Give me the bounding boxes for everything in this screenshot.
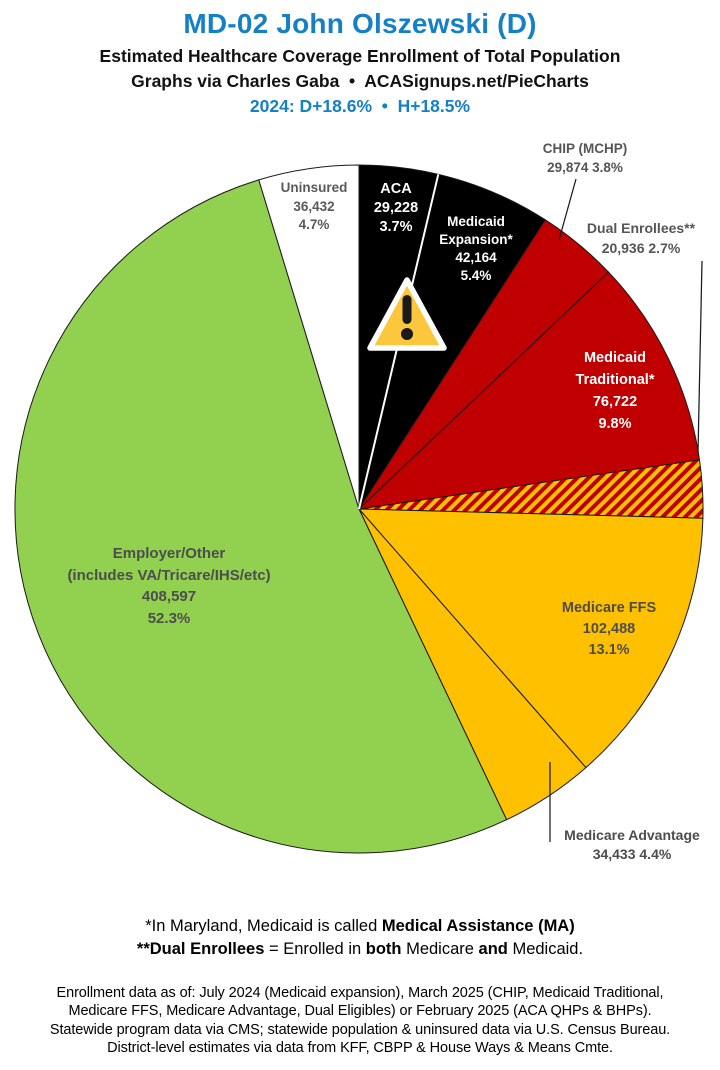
data-source-line2: Medicare FFS, Medicare Advantage, Dual E… [68, 1003, 652, 1020]
label-medicare-ffs-pct: 13.1% [588, 642, 630, 658]
label-medicaid-traditional-line1: Medicaid [583, 350, 647, 366]
data-source-line4: District-level estimates via data from K… [107, 1039, 613, 1056]
label-aca: ACA 29,228 3.7% [350, 180, 442, 237]
label-medicaid-traditional: Medicaid Traditional* 76,722 9.8% [549, 347, 681, 435]
chip-leader-line [558, 178, 577, 241]
warning-exclamation-bar [402, 295, 412, 324]
label-medicaid-expansion-line2: Expansion* [439, 232, 513, 247]
label-medicare-advantage: Medicare Advantage 34,433 4.4% [548, 826, 716, 864]
pie-slice-uninsured [258, 164, 360, 510]
chart-subtitle: Estimated Healthcare Coverage Enrollment… [99, 46, 621, 66]
label-uninsured-value: 36,432 [293, 198, 335, 214]
pie-slice-employer-other [14, 179, 508, 854]
dual-enrollees-leader-line [697, 260, 703, 454]
label-chip-name: CHIP (MCHP) [542, 141, 628, 156]
label-dual-enrollees-name: Dual Enrollees** [586, 220, 696, 236]
page-title: MD-02 John Olszewski (D) [183, 8, 537, 39]
label-medicaid-expansion-line1: Medicaid [447, 214, 505, 229]
label-medicare-ffs-name: Medicare FFS [561, 600, 657, 616]
label-medicare-ffs-value: 102,488 [582, 621, 636, 637]
warning-triangle-icon [367, 277, 447, 351]
label-medicaid-traditional-pct: 9.8% [598, 416, 632, 432]
label-medicare-advantage-value-pct: 34,433 4.4% [592, 846, 672, 862]
label-aca-name: ACA [380, 181, 412, 197]
label-medicaid-expansion-value: 42,164 [455, 250, 497, 265]
label-chip-value-pct: 29,874 3.8% [547, 159, 623, 175]
pie-slice-medicaid-traditional [357, 271, 701, 510]
label-aca-value: 29,228 [373, 200, 419, 216]
warning-exclamation-dot [401, 328, 413, 340]
label-medicaid-expansion: Medicaid Expansion* 42,164 5.4% [422, 213, 530, 285]
label-medicaid-expansion-pct: 5.4% [460, 268, 492, 283]
pie-slice-medicare-ffs [357, 508, 704, 769]
label-medicaid-traditional-line2: Traditional* [575, 372, 655, 388]
label-dual-enrollees-value-pct: 20,936 2.7% [601, 240, 681, 256]
label-employer-other-pct: 52.3% [147, 609, 191, 627]
label-uninsured: Uninsured 36,432 4.7% [250, 179, 378, 235]
pie-slices-group [14, 164, 704, 854]
label-aca-pct: 3.7% [379, 219, 413, 235]
label-uninsured-name: Uninsured [280, 180, 348, 195]
footnote-line2: **Dual Enrollees = Enrolled in both Medi… [136, 939, 584, 958]
label-employer-other-line2: (includes VA/Tricare/IHS/etc) [67, 566, 271, 584]
label-employer-other: Employer/Other (includes VA/Tricare/IHS/… [40, 543, 298, 629]
label-uninsured-pct: 4.7% [298, 217, 330, 232]
footnote-line1: *In Maryland, Medicaid is called Medical… [145, 917, 575, 935]
label-employer-other-line1: Employer/Other [112, 545, 226, 562]
label-medicare-ffs: Medicare FFS 102,488 13.1% [542, 598, 676, 661]
label-dual-enrollees: Dual Enrollees** 20,936 2.7% [566, 218, 716, 258]
footnote-block: *In Maryland, Medicaid is called Medical… [0, 915, 720, 960]
label-chip: CHIP (MCHP) 29,874 3.8% [531, 140, 639, 177]
data-source-line1: Enrollment data as of: July 2024 (Medica… [56, 985, 664, 1001]
attribution-line: Graphs via Charles Gaba • ACASignups.net… [131, 71, 589, 91]
partisan-lean-line: 2024: D+18.6% • H+18.5% [249, 96, 471, 116]
label-medicare-advantage-name: Medicare Advantage [564, 827, 700, 843]
data-source-block: Enrollment data as of: July 2024 (Medica… [0, 984, 720, 1057]
data-source-line3: Statewide program data via CMS; statewid… [49, 1021, 671, 1038]
label-medicaid-traditional-value: 76,722 [592, 394, 638, 410]
label-employer-other-value: 408,597 [141, 588, 197, 605]
